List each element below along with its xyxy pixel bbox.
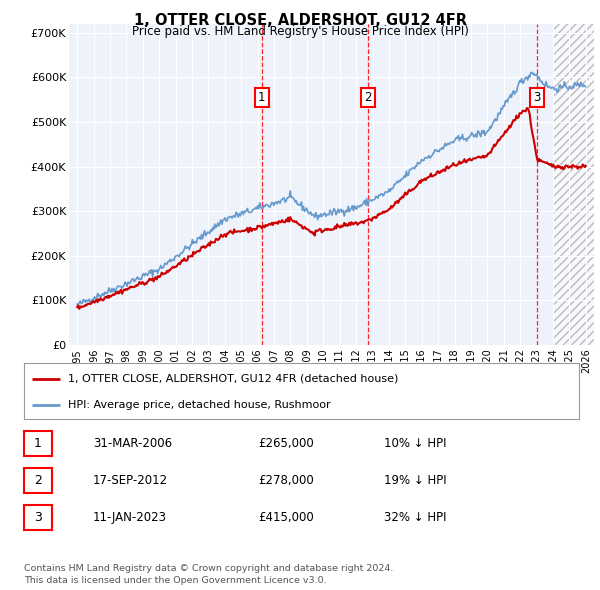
Text: £265,000: £265,000 <box>258 437 314 450</box>
Text: 1: 1 <box>258 91 266 104</box>
Text: 2: 2 <box>364 91 371 104</box>
Text: 19% ↓ HPI: 19% ↓ HPI <box>384 474 446 487</box>
Text: Price paid vs. HM Land Registry's House Price Index (HPI): Price paid vs. HM Land Registry's House … <box>131 25 469 38</box>
Text: HPI: Average price, detached house, Rushmoor: HPI: Average price, detached house, Rush… <box>68 400 331 410</box>
Text: 31-MAR-2006: 31-MAR-2006 <box>93 437 172 450</box>
Text: 1, OTTER CLOSE, ALDERSHOT, GU12 4FR: 1, OTTER CLOSE, ALDERSHOT, GU12 4FR <box>133 13 467 28</box>
Text: 3: 3 <box>533 91 541 104</box>
Text: 2: 2 <box>34 474 42 487</box>
Text: 1, OTTER CLOSE, ALDERSHOT, GU12 4FR (detached house): 1, OTTER CLOSE, ALDERSHOT, GU12 4FR (det… <box>68 373 399 384</box>
Text: 32% ↓ HPI: 32% ↓ HPI <box>384 511 446 525</box>
Text: Contains HM Land Registry data © Crown copyright and database right 2024.: Contains HM Land Registry data © Crown c… <box>24 565 394 573</box>
Text: 17-SEP-2012: 17-SEP-2012 <box>93 474 168 487</box>
Text: 1: 1 <box>34 437 42 450</box>
Text: This data is licensed under the Open Government Licence v3.0.: This data is licensed under the Open Gov… <box>24 576 326 585</box>
Text: £278,000: £278,000 <box>258 474 314 487</box>
Bar <box>553 24 594 345</box>
Text: £415,000: £415,000 <box>258 511 314 525</box>
Text: 11-JAN-2023: 11-JAN-2023 <box>93 511 167 525</box>
Bar <box>553 24 594 345</box>
Text: 3: 3 <box>34 511 42 525</box>
Text: 10% ↓ HPI: 10% ↓ HPI <box>384 437 446 450</box>
